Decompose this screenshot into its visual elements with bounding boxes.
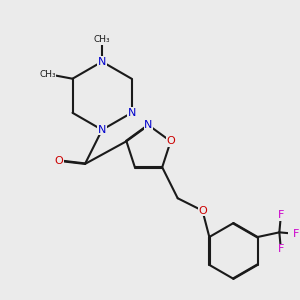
Text: CH₃: CH₃ [94,35,110,44]
Text: N: N [98,57,106,67]
Text: N: N [98,57,106,67]
Text: F: F [278,210,284,220]
Text: CH₃: CH₃ [39,70,56,79]
Text: N: N [144,120,153,130]
Text: F: F [278,244,284,254]
Text: N: N [128,108,136,118]
Text: O: O [166,136,175,146]
Text: F: F [293,229,300,239]
Text: N: N [98,125,106,135]
Text: O: O [54,156,63,166]
Text: O: O [198,206,207,216]
